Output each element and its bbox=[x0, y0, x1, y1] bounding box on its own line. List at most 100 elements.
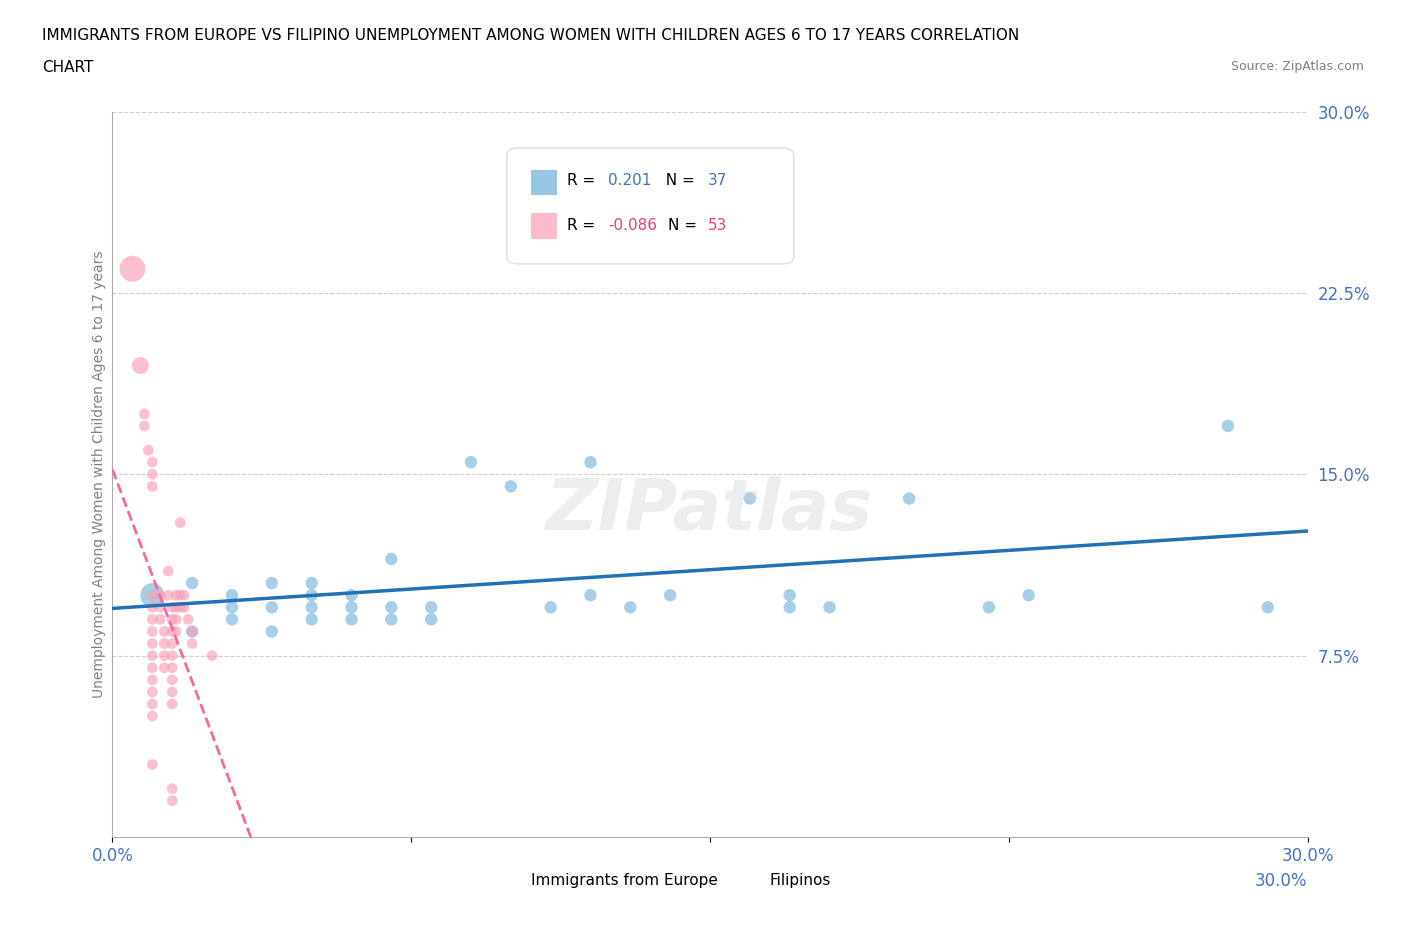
Text: Immigrants from Europe: Immigrants from Europe bbox=[531, 873, 717, 888]
Point bbox=[141, 709, 163, 724]
Point bbox=[141, 648, 163, 663]
Point bbox=[221, 588, 243, 603]
Text: R =: R = bbox=[567, 218, 600, 233]
Point bbox=[659, 588, 682, 603]
Point bbox=[177, 612, 200, 627]
Point bbox=[579, 588, 602, 603]
Point bbox=[181, 576, 204, 591]
Point bbox=[173, 600, 195, 615]
Point bbox=[340, 600, 363, 615]
Point bbox=[181, 624, 204, 639]
Text: N =: N = bbox=[657, 173, 700, 188]
Point bbox=[1216, 418, 1239, 433]
FancyBboxPatch shape bbox=[484, 870, 513, 891]
Text: Filipinos: Filipinos bbox=[770, 873, 831, 888]
FancyBboxPatch shape bbox=[531, 169, 557, 195]
Point bbox=[153, 648, 176, 663]
Point bbox=[619, 600, 641, 615]
Point bbox=[540, 600, 562, 615]
Point bbox=[818, 600, 841, 615]
Point bbox=[165, 612, 187, 627]
Text: 53: 53 bbox=[707, 218, 727, 233]
Point bbox=[153, 636, 176, 651]
Point bbox=[173, 588, 195, 603]
FancyBboxPatch shape bbox=[723, 870, 752, 891]
Point bbox=[149, 612, 172, 627]
Text: Source: ZipAtlas.com: Source: ZipAtlas.com bbox=[1230, 60, 1364, 73]
Point bbox=[169, 515, 191, 530]
Point bbox=[141, 697, 163, 711]
Point bbox=[162, 684, 183, 699]
Point bbox=[162, 600, 183, 615]
Point bbox=[169, 588, 191, 603]
Point bbox=[153, 624, 176, 639]
Point bbox=[141, 588, 163, 603]
Point bbox=[977, 600, 1000, 615]
Text: N =: N = bbox=[668, 218, 702, 233]
Point bbox=[181, 624, 204, 639]
Point bbox=[162, 672, 183, 687]
Point bbox=[221, 612, 243, 627]
Point bbox=[420, 600, 443, 615]
Text: 0.201: 0.201 bbox=[609, 173, 652, 188]
Point bbox=[162, 781, 183, 796]
Point bbox=[141, 612, 163, 627]
Text: CHART: CHART bbox=[42, 60, 94, 75]
Point bbox=[153, 660, 176, 675]
Point bbox=[301, 588, 323, 603]
Point bbox=[141, 660, 163, 675]
Point bbox=[134, 406, 156, 421]
Point bbox=[149, 600, 172, 615]
Text: -0.086: -0.086 bbox=[609, 218, 658, 233]
Point bbox=[260, 624, 283, 639]
Point bbox=[162, 793, 183, 808]
Point bbox=[162, 648, 183, 663]
Point bbox=[420, 612, 443, 627]
Point bbox=[141, 757, 163, 772]
Point bbox=[1257, 600, 1279, 615]
Point bbox=[380, 600, 402, 615]
Point bbox=[201, 648, 224, 663]
Point bbox=[141, 600, 163, 615]
Point bbox=[162, 660, 183, 675]
Point bbox=[162, 697, 183, 711]
Point bbox=[165, 624, 187, 639]
Point bbox=[141, 624, 163, 639]
Point bbox=[165, 600, 187, 615]
Point bbox=[138, 443, 160, 458]
Point bbox=[141, 479, 163, 494]
Point bbox=[898, 491, 921, 506]
Point bbox=[141, 684, 163, 699]
Point bbox=[134, 418, 156, 433]
Point bbox=[301, 600, 323, 615]
Point bbox=[169, 600, 191, 615]
Text: 37: 37 bbox=[707, 173, 727, 188]
Point bbox=[162, 612, 183, 627]
Y-axis label: Unemployment Among Women with Children Ages 6 to 17 years: Unemployment Among Women with Children A… bbox=[91, 250, 105, 698]
Point bbox=[141, 588, 163, 603]
Point bbox=[162, 624, 183, 639]
Text: ZIPatlas: ZIPatlas bbox=[547, 476, 873, 545]
Point bbox=[260, 576, 283, 591]
Point bbox=[579, 455, 602, 470]
Point bbox=[380, 612, 402, 627]
Point bbox=[141, 672, 163, 687]
Point bbox=[157, 564, 180, 578]
Point bbox=[157, 588, 180, 603]
Point bbox=[121, 261, 143, 276]
Point bbox=[165, 588, 187, 603]
Point bbox=[460, 455, 482, 470]
FancyBboxPatch shape bbox=[508, 148, 793, 264]
Point bbox=[499, 479, 522, 494]
Point bbox=[779, 600, 801, 615]
Point bbox=[301, 612, 323, 627]
Text: R =: R = bbox=[567, 173, 600, 188]
Point bbox=[181, 636, 204, 651]
Point bbox=[779, 588, 801, 603]
Point bbox=[129, 358, 152, 373]
Point bbox=[340, 588, 363, 603]
Point bbox=[301, 576, 323, 591]
Point bbox=[1018, 588, 1040, 603]
Point bbox=[260, 600, 283, 615]
Point bbox=[738, 491, 761, 506]
